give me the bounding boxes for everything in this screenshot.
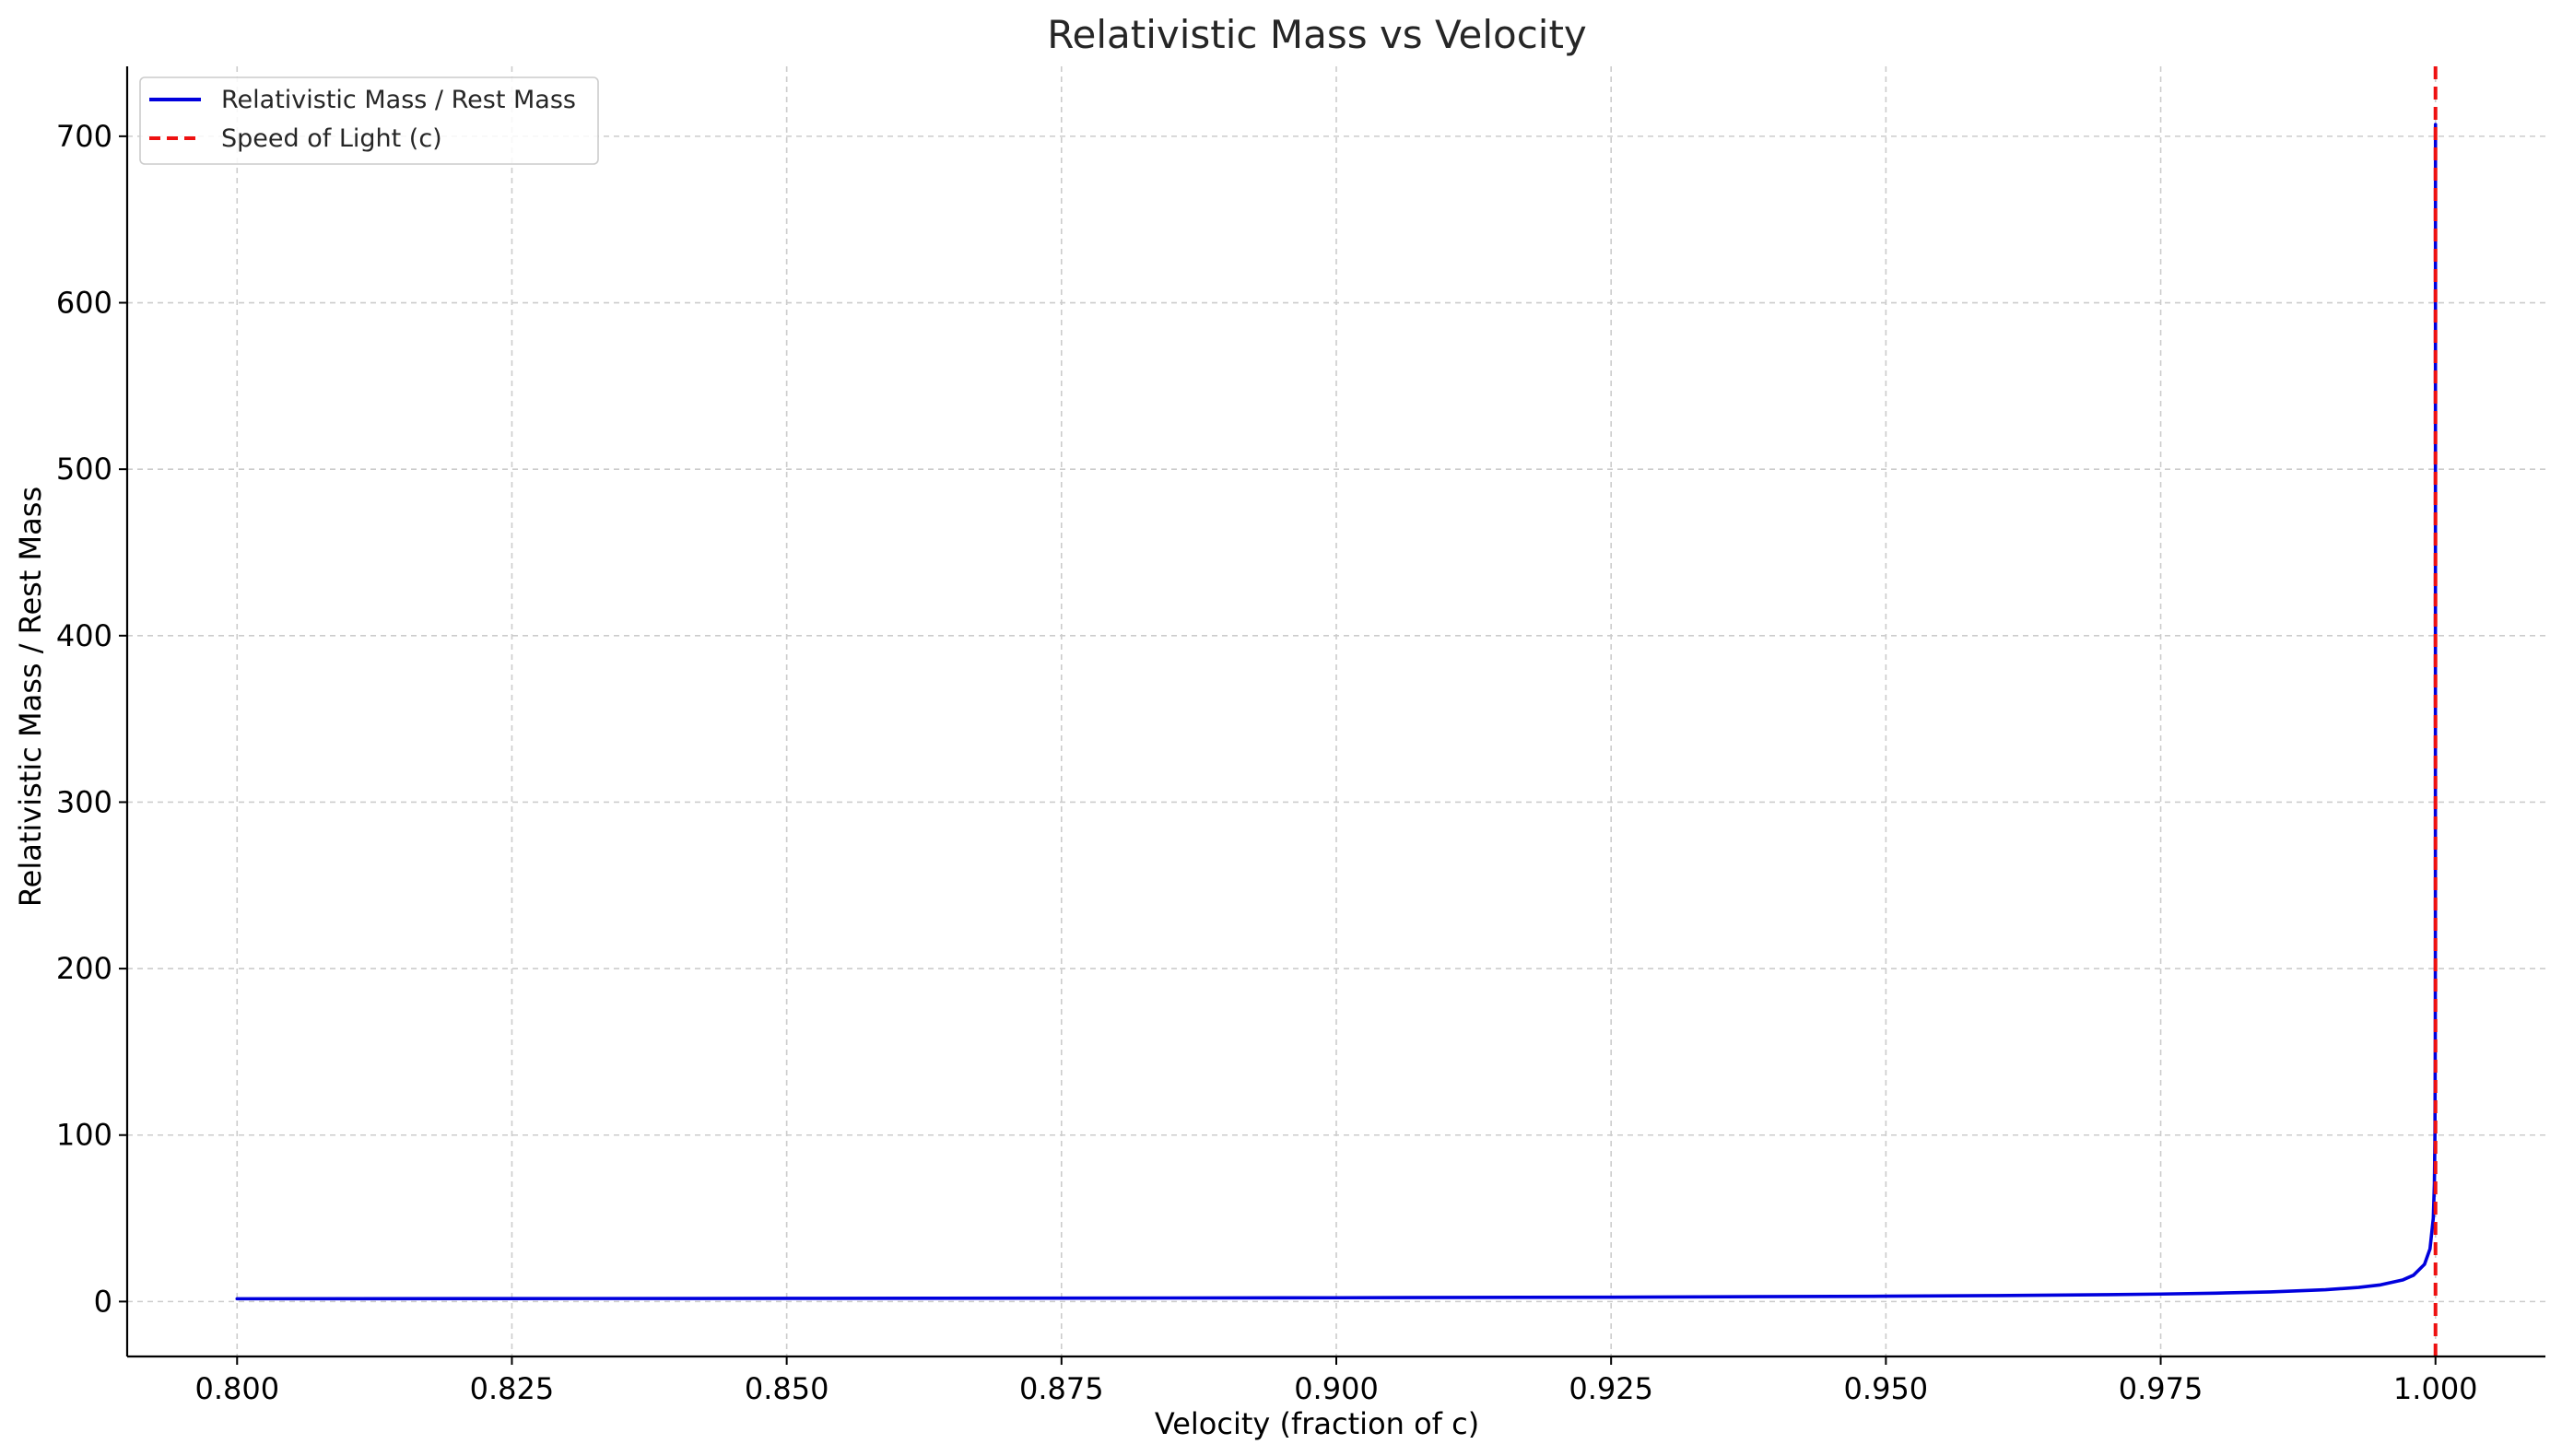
legend-box [139,76,599,165]
x-tick-label: 0.950 [1844,1371,1929,1406]
ticks: 0.800 0.825 0.850 0.875 0.900 0.925 0.950 0.975… [56,119,2478,1406]
x-tick-label: 1.000 [2393,1371,2478,1406]
x-tick-label: 0.825 [470,1371,555,1406]
y-tick-label: 0 [94,1284,112,1319]
x-tick-label: 0.900 [1294,1371,1379,1406]
x-axis-label: Velocity (fraction of c) [1155,1406,1479,1441]
x-tick-label: 0.800 [194,1371,279,1406]
y-tick-label: 100 [56,1118,112,1153]
legend-label: Speed of Light (c) [221,124,442,153]
x-tick-label: 0.875 [1019,1371,1104,1406]
y-tick-label: 600 [56,286,112,321]
y-tick-label: 200 [56,951,112,986]
legend: Relativistic Mass / Rest Mass Speed of Li… [139,76,599,165]
x-tick-label: 0.925 [1569,1371,1653,1406]
x-tick-label: 0.975 [2119,1371,2204,1406]
chart-title: Relativistic Mass vs Velocity [1047,12,1587,57]
series-layer [235,66,2438,1356]
x-tick-label: 0.850 [745,1371,829,1406]
grid [127,66,2545,1356]
legend-label: Relativistic Mass / Rest Mass [221,86,576,114]
y-tick-label: 700 [56,119,112,154]
y-axis-label: Relativistic Mass / Rest Mass [13,487,48,907]
y-tick-label: 400 [56,618,112,653]
y-tick-label: 500 [56,452,112,487]
y-tick-label: 300 [56,784,112,819]
